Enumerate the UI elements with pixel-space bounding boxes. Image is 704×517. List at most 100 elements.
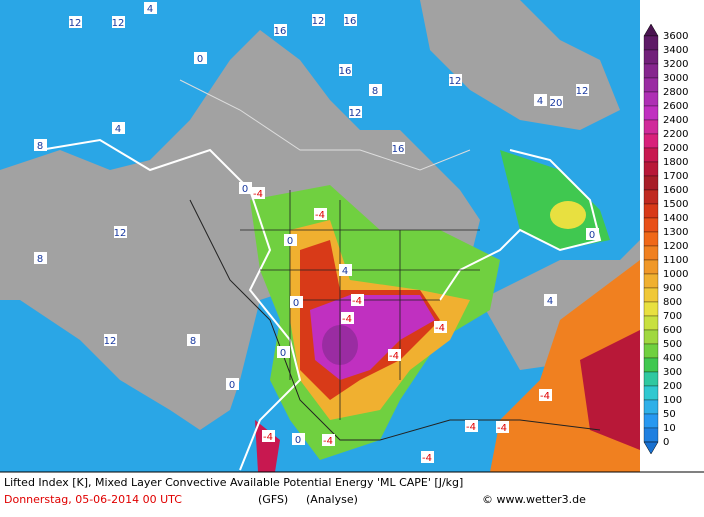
contour-label-box (69, 16, 82, 28)
legend-swatch (643, 35, 659, 51)
cape-field (255, 420, 280, 472)
legend-label: 500 (663, 339, 682, 350)
contour-label: 12 (114, 228, 127, 239)
contour-label: 12 (576, 86, 589, 97)
contour-label-box (388, 349, 401, 361)
contour-label: 0 (229, 380, 235, 391)
contour-label-box (544, 294, 557, 306)
contour-label-box (252, 187, 265, 199)
legend-label: 600 (663, 325, 682, 336)
contour-label: 0 (242, 184, 248, 195)
legend-swatch (643, 287, 659, 303)
contour-label-box (465, 420, 478, 432)
legend-label: 200 (663, 381, 682, 392)
map (0, 0, 640, 472)
contour-label: 8 (37, 254, 43, 265)
coastline (189, 199, 601, 441)
legend-swatch (643, 105, 659, 121)
legend-label: 1100 (663, 255, 688, 266)
contour-label-box (314, 208, 327, 220)
legend-label: 100 (663, 395, 682, 406)
legend-label: 3000 (663, 73, 688, 84)
legend-swatch (643, 203, 659, 219)
contour-label: -4 (263, 432, 273, 443)
contour-label-box (322, 434, 335, 446)
footer-description: Lifted Index [K], Mixed Layer Convective… (4, 476, 463, 489)
legend-label: 3600 (663, 31, 688, 42)
legend-label: 2000 (663, 143, 688, 154)
contour-label: 12 (104, 336, 117, 347)
legend-swatch (643, 259, 659, 275)
contour-label: 16 (274, 26, 287, 37)
legend-label: 10 (663, 423, 676, 434)
legend-label: 0 (663, 437, 669, 448)
legend-swatch (643, 147, 659, 163)
legend-swatch (643, 427, 659, 443)
contour-label-box (284, 234, 297, 246)
legend-arrow-bottom (643, 441, 659, 455)
contour-label-box (290, 296, 303, 308)
contour-label-box (262, 430, 275, 442)
contour-label: 16 (339, 66, 352, 77)
contour-label-box (339, 264, 352, 276)
legend-arrow-top (643, 23, 659, 37)
legend-swatch (643, 161, 659, 177)
contour-label: -4 (323, 436, 333, 447)
legend-label: 400 (663, 353, 682, 364)
legend-swatch (643, 245, 659, 261)
contour-label: 8 (190, 336, 196, 347)
color-legend: 3600340032003000280026002400220020001800… (643, 23, 688, 455)
contour-label: -4 (352, 296, 362, 307)
contour-label-box (277, 346, 290, 358)
cape-field (550, 201, 586, 229)
contour-label: -4 (435, 323, 445, 334)
legend-swatch (643, 273, 659, 289)
legend-label: 1200 (663, 241, 688, 252)
legend-swatch (643, 63, 659, 79)
legend-label: 700 (663, 311, 682, 322)
legend-label: 1700 (663, 171, 688, 182)
contour-label-box (576, 84, 589, 96)
contour-label-box (34, 252, 47, 264)
legend-swatch (643, 315, 659, 331)
contour-label: -4 (389, 351, 399, 362)
contour-label: 4 (147, 4, 153, 15)
contour-label: 20 (550, 98, 563, 109)
contour-line (39, 138, 302, 471)
contour-label: -4 (497, 423, 507, 434)
contour-label-box (144, 2, 157, 14)
contour-label-box (274, 24, 287, 36)
contour-label: 12 (112, 18, 125, 29)
contour-label-box (339, 64, 352, 76)
contour-label-box (114, 226, 127, 238)
contour-label: 12 (349, 108, 362, 119)
contour-label-box (351, 294, 364, 306)
contour-label: 0 (280, 348, 286, 359)
legend-swatch (643, 77, 659, 93)
contour-label: 0 (293, 298, 299, 309)
legend-label: 3400 (663, 45, 688, 56)
contour-label-box (434, 321, 447, 333)
legend-label: 2400 (663, 115, 688, 126)
contour-label: 8 (37, 141, 43, 152)
contour-label: 0 (287, 236, 293, 247)
legend-label: 1000 (663, 269, 688, 280)
contour-label-box (344, 14, 357, 26)
legend-swatch (643, 217, 659, 233)
contour-label: 0 (295, 435, 301, 446)
contour-label: 4 (537, 96, 543, 107)
contour-label: 4 (115, 124, 121, 135)
legend-label: 1300 (663, 227, 688, 238)
legend-label: 2600 (663, 101, 688, 112)
contour-label-box (369, 84, 382, 96)
contour-label-box (112, 122, 125, 134)
contour-label-box (586, 228, 599, 240)
footer-model: (GFS) (258, 493, 288, 506)
cape-field (500, 150, 610, 250)
contour-label: 12 (69, 18, 82, 29)
contour-label-box (104, 334, 117, 346)
contour-label: 16 (344, 16, 357, 27)
legend-swatch (643, 119, 659, 135)
